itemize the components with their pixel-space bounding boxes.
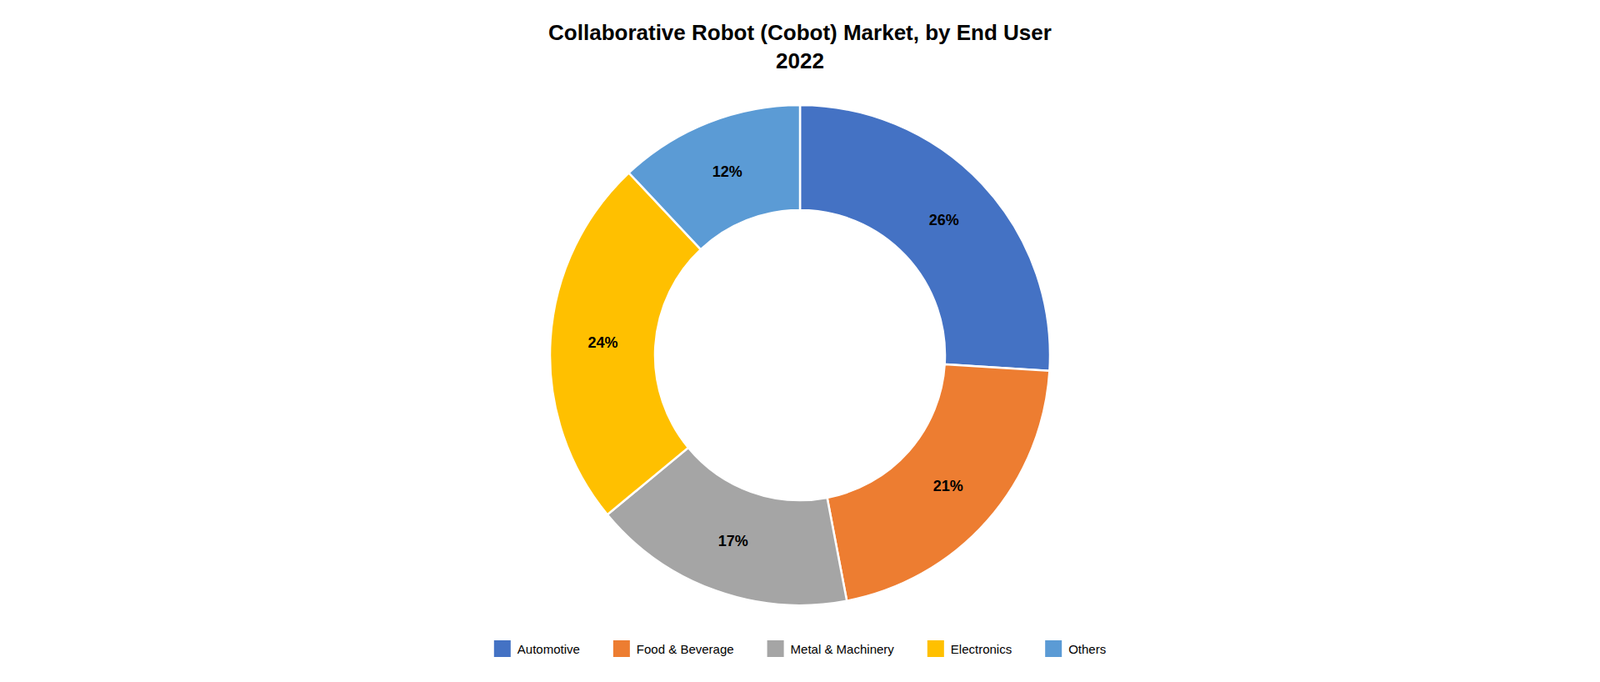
legend-label: Electronics [950, 641, 1012, 656]
data-label: 21% [933, 477, 964, 495]
slice [800, 105, 1050, 371]
legend-label: Automotive [517, 641, 580, 656]
data-label: 24% [587, 334, 618, 351]
legend-label: Others [1068, 641, 1106, 656]
legend-swatch [494, 640, 511, 657]
title-line: Collaborative Robot (Cobot) Market, by E… [548, 20, 1052, 45]
legend-item: Metal & Machinery [767, 640, 895, 657]
legend-swatch [767, 640, 785, 657]
legend-item: Automotive [494, 640, 580, 657]
legend-item: Food & Beverage [613, 640, 735, 657]
slices [550, 105, 1050, 605]
plot [550, 105, 1050, 605]
data-label: 12% [712, 163, 743, 180]
chart-svg: Collaborative Robot (Cobot) Market, by E… [0, 0, 1600, 682]
legend-swatch [613, 640, 630, 657]
data-label: 26% [929, 211, 960, 229]
legend: Automotive Food & Beverage Metal & Machine… [494, 640, 1106, 657]
legend-item: Electronics [927, 640, 1012, 657]
data-labels: 26% 21% 17% 24% 12% [587, 163, 963, 550]
chart-title: Collaborative Robot (Cobot) Market, by E… [548, 20, 1052, 74]
background [0, 0, 1600, 682]
legend-item: Others [1045, 640, 1106, 657]
legend-label: Metal & Machinery [790, 641, 895, 656]
legend-swatch [927, 640, 945, 657]
data-label: 17% [718, 532, 749, 550]
slice [827, 364, 1050, 601]
legend-label: Food & Beverage [636, 641, 735, 656]
slice [629, 105, 800, 250]
title-line: 2022 [775, 48, 825, 74]
legend-swatch [1045, 640, 1062, 657]
